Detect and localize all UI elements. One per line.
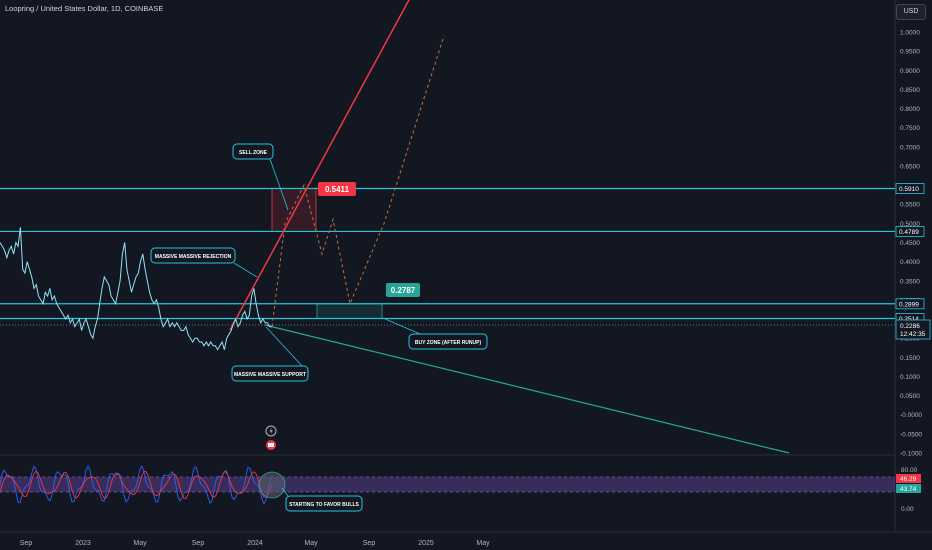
- rsi-tick-0: 0.00: [901, 506, 914, 513]
- y-tick-label: 0.5000: [900, 221, 920, 228]
- y-tick-label: 0.6500: [900, 163, 920, 170]
- symbol-title: Loopring / United States Dollar, 1D, COI…: [5, 4, 164, 13]
- y-tick-label: 0.1000: [900, 374, 920, 381]
- level-label: 0.5910: [899, 186, 919, 193]
- rsi-band: [0, 477, 895, 492]
- callout-favor-bulls-box: [285, 495, 363, 512]
- callout-sell-zone-pointer: [269, 158, 289, 211]
- callout-rejection-text: MASSIVE MASSIVE REJECTION: [155, 254, 232, 260]
- y-tick-label: 0.9000: [900, 68, 920, 75]
- level-label: 0.2514: [899, 316, 919, 323]
- price-series-line: [0, 227, 272, 351]
- x-tick-label: Sep: [20, 540, 33, 547]
- rsi-highlight-circle: [258, 471, 286, 499]
- y-tick-label: 0.1500: [900, 355, 920, 362]
- x-tick-label: 2025: [418, 540, 434, 547]
- target-label-buy-bg: [386, 283, 420, 297]
- y-tick-label: -0.1000: [900, 451, 922, 458]
- y-tick-label: 0.7000: [900, 144, 920, 151]
- callout-buy-zone-pointer: [382, 317, 421, 335]
- horizontal-levels: 0.5910 0.4789 0.2899 0.2514: [0, 183, 925, 324]
- callout-favor-bulls-text: STARTING TO FAVOR BULLS: [289, 502, 359, 508]
- zones: [271, 188, 383, 319]
- callout-buy-zone[interactable]: BUY ZONE (AFTER RUNUP): [382, 317, 488, 350]
- callout-support-pointer: [265, 326, 304, 368]
- x-tick-label: 2023: [75, 540, 91, 547]
- callout-support-text: MASSIVE MASSIVE SUPPORT: [234, 372, 306, 378]
- y-tick-label: 0.3500: [900, 278, 920, 285]
- level-label: 0.4789: [899, 229, 919, 236]
- y-tick-label: 0.7500: [900, 125, 920, 132]
- support-trendline[interactable]: [264, 324, 790, 454]
- y-tick-label: 0.5500: [900, 202, 920, 209]
- level-label-bg: [895, 298, 925, 310]
- rsi-fast-line: [0, 464, 273, 505]
- x-tick-label: May: [133, 540, 147, 547]
- rsi-fast-value-bg: [896, 474, 921, 483]
- x-tick-label: May: [476, 540, 490, 547]
- y-axis-ticks: 1.0000 0.9500 0.9000 0.8500 0.8000 0.7500 0.70…: [900, 30, 922, 458]
- current-price-countdown: 12:42:35: [900, 331, 926, 338]
- sell-zone-box[interactable]: [271, 188, 317, 232]
- level-label-bg: [895, 226, 925, 237]
- callout-buy-zone-box: [408, 333, 488, 350]
- x-tick-label: Sep: [363, 540, 376, 547]
- y-tick-label: 0.0500: [900, 393, 920, 400]
- target-label-sell: 0.5411: [318, 182, 356, 196]
- callout-favor-bulls-pointer: [281, 487, 289, 497]
- target-label-buy: 0.2787: [386, 283, 420, 297]
- callout-rejection[interactable]: MASSIVE MASSIVE REJECTION: [150, 247, 258, 278]
- rsi-fast-value: 46.29: [900, 476, 917, 483]
- callout-buy-zone-text: BUY ZONE (AFTER RUNUP): [415, 340, 482, 346]
- y-tick-label: 0.9500: [900, 49, 920, 56]
- y-tick-label: 0.4000: [900, 259, 920, 266]
- buy-zone-box[interactable]: [316, 303, 383, 319]
- current-price-value: 0.2286: [900, 323, 920, 330]
- callout-rejection-box: [150, 247, 236, 264]
- rsi-slow-value: 43.74: [900, 486, 917, 493]
- target-label-sell-text: 0.5411: [325, 185, 350, 194]
- y-tick-label: 0.4500: [900, 240, 920, 247]
- y-tick-label: 0.8000: [900, 106, 920, 113]
- level-label-bg: [895, 183, 925, 194]
- callout-support-box: [231, 365, 309, 382]
- callout-sell-zone-text: SELL ZONE: [239, 150, 268, 156]
- rsi-slow-value-bg: [896, 484, 921, 493]
- callout-sell-zone[interactable]: SELL ZONE: [232, 143, 289, 211]
- callout-support[interactable]: MASSIVE MASSIVE SUPPORT: [231, 326, 309, 382]
- resistance-trendline[interactable]: [229, 0, 410, 331]
- lightning-icon-glyph: [269, 427, 273, 435]
- target-label-sell-bg: [318, 182, 356, 196]
- x-axis-ticks: Sep 2023 May Sep 2024 May Sep 2025 May: [20, 540, 490, 547]
- y-tick-label: 0.8500: [900, 87, 920, 94]
- x-tick-label: 2024: [247, 540, 263, 547]
- callout-favor-bulls[interactable]: STARTING TO FAVOR BULLS: [281, 487, 363, 512]
- earnings-icon-glyph: [268, 443, 274, 447]
- rsi-slow-line: [0, 470, 273, 499]
- y-tick-label: -0.0000: [900, 412, 922, 419]
- current-price-badge: [895, 319, 931, 340]
- x-tick-label: May: [304, 540, 318, 547]
- y-tick-label: 1.0000: [900, 30, 920, 37]
- currency-button[interactable]: USD: [896, 4, 926, 20]
- projection-path: [271, 35, 445, 327]
- callout-rejection-pointer: [233, 262, 258, 278]
- y-tick-label: -0.0500: [900, 431, 922, 438]
- rsi-tick-80: 80.00: [901, 467, 918, 474]
- level-label: 0.2899: [899, 301, 919, 308]
- earnings-icon[interactable]: [266, 440, 276, 450]
- target-label-buy-text: 0.2787: [391, 286, 416, 295]
- lightning-icon[interactable]: [265, 425, 277, 437]
- x-tick-label: Sep: [192, 540, 205, 547]
- callout-sell-zone-box: [232, 143, 274, 160]
